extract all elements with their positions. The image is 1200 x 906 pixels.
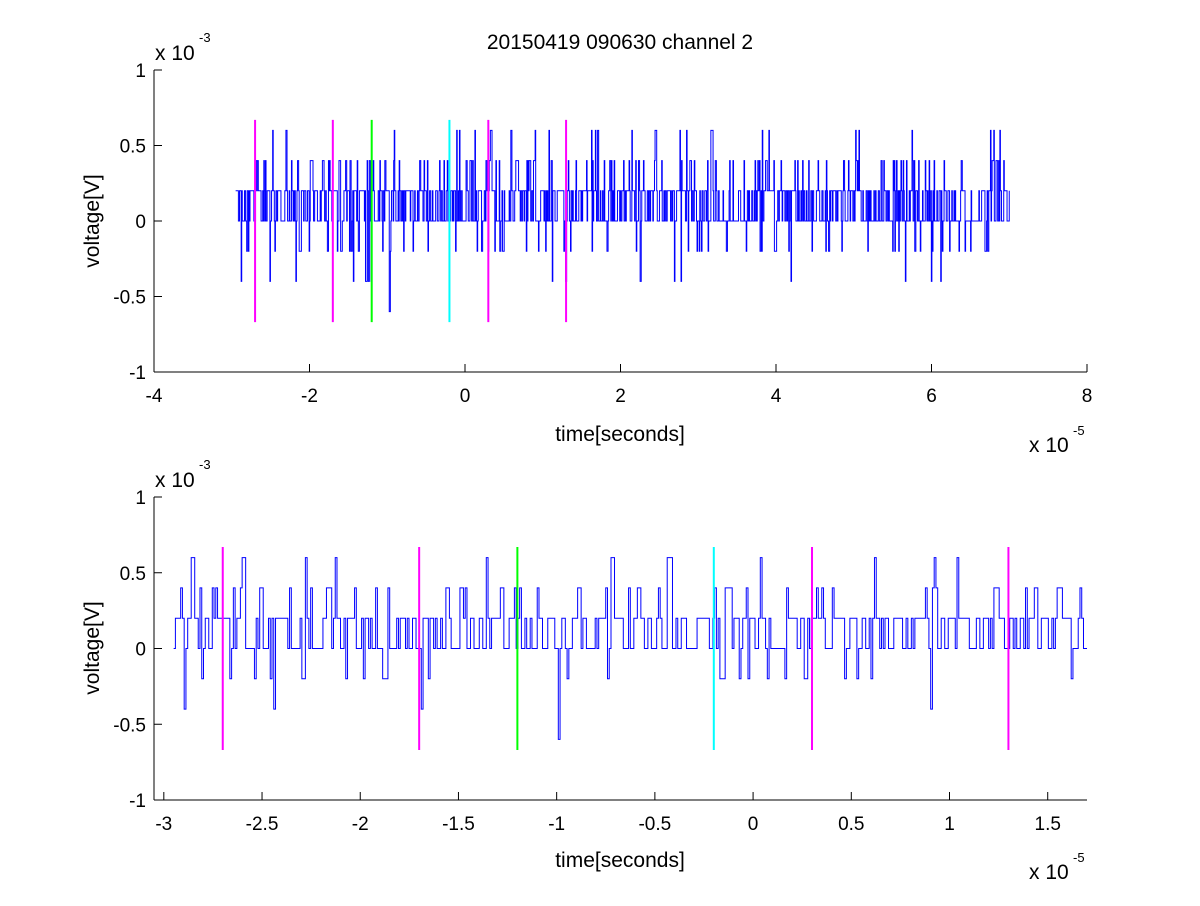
bottom-traces (173, 557, 1087, 740)
bottom-x-exponent-base: x 10 (1029, 861, 1069, 884)
x-tick-label: 1 (944, 814, 955, 835)
x-tick-label: -1.5 (442, 814, 475, 835)
x-tick-label: -1 (548, 814, 565, 835)
bottom-x-exponent-power: -5 (1073, 850, 1085, 865)
x-tick-label: 4 (771, 386, 782, 407)
top-x-ticks: -4 -2 0 2 4 6 8 (146, 364, 1093, 407)
x-tick-label: 0 (460, 386, 471, 407)
top-y-exponent-base: x 10 (155, 42, 195, 65)
x-tick-label: 0 (748, 814, 759, 835)
bottom-x-ticks: -3 -2.5 -2 -1.5 -1 -0.5 0 0.5 1 1.5 (155, 792, 1061, 835)
top-y-ticks: -1 -0.5 0 0.5 1 (113, 61, 162, 384)
figure-title: 20150419 090630 channel 2 (487, 31, 753, 54)
y-tick-label: -0.5 (113, 288, 146, 309)
bottom-y-exponent-power: -3 (199, 457, 211, 472)
x-tick-label: -2 (352, 814, 369, 835)
y-tick-label: -0.5 (113, 715, 146, 736)
top-y-axis-label: voltage[V] (81, 174, 104, 267)
top-x-axis-label: time[seconds] (555, 423, 685, 446)
y-tick-label: 0 (135, 640, 146, 661)
x-tick-label: 0.5 (838, 814, 864, 835)
top-x-exponent-base: x 10 (1029, 434, 1069, 457)
x-tick-label: -2 (301, 386, 318, 407)
top-y-exponent-power: -3 (199, 30, 211, 45)
bottom-axes: -3 -2.5 -2 -1.5 -1 -0.5 0 0.5 1 1.5 -1 -0.5 0 0.5 1 t… (81, 457, 1087, 884)
top-axes: -4 -2 0 2 4 6 8 -1 -0.5 0 0.5 1 time[seconds] volt… (81, 30, 1092, 457)
bottom-y-axis-label: voltage[V] (81, 601, 104, 694)
x-tick-label: -3 (155, 814, 172, 835)
bottom-y-exponent-base: x 10 (155, 469, 195, 492)
voltage-trace (173, 557, 1087, 740)
x-tick-label: -4 (146, 386, 163, 407)
top-event-markers (254, 119, 568, 323)
y-tick-label: 1 (135, 61, 146, 82)
top-x-exponent-power: -5 (1073, 423, 1085, 438)
bottom-x-axis-label: time[seconds] (555, 849, 685, 872)
y-tick-label: 0.5 (120, 137, 146, 158)
top-traces (235, 129, 1010, 313)
x-tick-label: 6 (926, 386, 937, 407)
bottom-event-markers (221, 546, 1010, 751)
x-tick-label: -2.5 (246, 814, 279, 835)
y-tick-label: -1 (129, 363, 146, 384)
x-tick-label: 1.5 (1035, 814, 1061, 835)
y-tick-label: 0 (135, 212, 146, 233)
x-tick-label: 8 (1082, 386, 1093, 407)
bottom-y-ticks: -1 -0.5 0 0.5 1 (113, 488, 162, 812)
x-tick-label: 2 (615, 386, 626, 407)
x-tick-label: -0.5 (638, 814, 671, 835)
voltage-trace (235, 129, 1010, 313)
y-tick-label: 1 (135, 488, 146, 509)
y-tick-label: 0.5 (120, 564, 146, 585)
y-tick-label: -1 (129, 791, 146, 812)
